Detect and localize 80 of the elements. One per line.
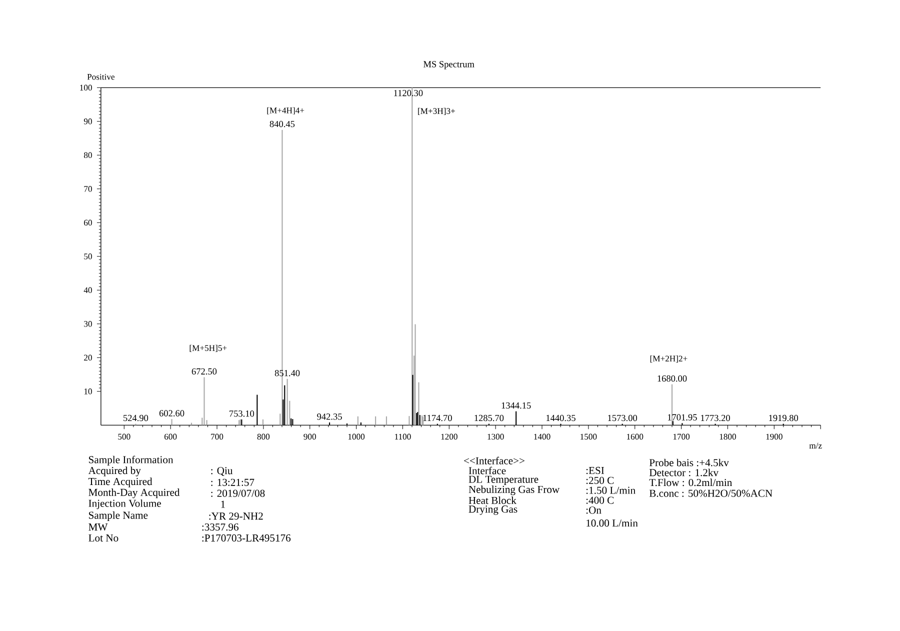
text: :400 C bbox=[586, 496, 614, 504]
annotation: [M+5H]5+ bbox=[190, 344, 227, 352]
text: :1.50 L/min bbox=[586, 486, 636, 494]
x-tick-label: 1100 bbox=[395, 434, 411, 440]
annotation: 753.10 bbox=[230, 410, 254, 417]
y-axis-title: Positive bbox=[87, 74, 114, 80]
x-tick-label: 1800 bbox=[720, 434, 736, 440]
y-tick-label: 80 bbox=[84, 152, 92, 158]
annotation: 1174.70 bbox=[423, 414, 452, 421]
x-tick-label: 1500 bbox=[580, 434, 597, 440]
text: Probe bais :+4.5kv bbox=[649, 458, 729, 466]
text: :3357.96 bbox=[202, 523, 238, 531]
x-tick-label: 1900 bbox=[766, 434, 782, 440]
text: :P170703-LR495176 bbox=[202, 534, 291, 542]
annotation: 1680.00 bbox=[658, 375, 687, 382]
x-tick-label: 500 bbox=[118, 434, 130, 440]
text: : 13:21:57 bbox=[211, 478, 254, 486]
annotation: 851.40 bbox=[274, 370, 300, 376]
x-tick-label: 1700 bbox=[673, 434, 690, 440]
text: : Qiu bbox=[211, 466, 233, 476]
text: Acquired by bbox=[88, 466, 141, 476]
text: :On bbox=[586, 506, 602, 514]
text: :ESI bbox=[586, 466, 604, 474]
annotation: [M+3H]3+ bbox=[418, 108, 455, 115]
y-tick-label: 50 bbox=[84, 253, 92, 260]
y-tick-label: 40 bbox=[84, 287, 92, 293]
text: :YR 29-NH2 bbox=[209, 512, 263, 520]
text: Time Acquired bbox=[88, 477, 152, 488]
annotation: 840.45 bbox=[270, 120, 295, 128]
text: Lot No bbox=[88, 534, 118, 542]
annotation: 1120.30 bbox=[394, 90, 423, 96]
y-tick-label: 30 bbox=[84, 320, 92, 327]
x-tick-label: 1000 bbox=[348, 434, 365, 440]
x-tick-label: 1300 bbox=[488, 434, 504, 440]
text: T.Flow : 0.2ml/min bbox=[649, 478, 732, 486]
annotation: 942.35 bbox=[317, 413, 342, 420]
y-tick-label: 70 bbox=[84, 186, 92, 192]
annotation: 1773.20 bbox=[701, 414, 730, 421]
text: 10.00 L/min bbox=[586, 519, 638, 527]
y-tick-label: 20 bbox=[84, 354, 92, 360]
text: Injection Volume bbox=[88, 499, 161, 509]
text: : 2019/07/08 bbox=[211, 490, 265, 497]
text: Sample Information bbox=[88, 456, 174, 466]
text: <<Interface>> bbox=[464, 456, 524, 464]
x-tick-label: 1200 bbox=[441, 434, 458, 440]
text: Nebulizing Gas Frow bbox=[468, 485, 560, 496]
y-tick-label: 90 bbox=[84, 118, 92, 124]
y-tick-label: 10 bbox=[84, 388, 92, 394]
x-tick-label: 600 bbox=[164, 434, 177, 440]
annotation: 524.90 bbox=[124, 414, 148, 421]
text: MW bbox=[88, 523, 108, 530]
text: DL Temperature bbox=[468, 476, 538, 485]
text: Month-Day Acquired bbox=[88, 488, 180, 498]
y-tick-label: 60 bbox=[84, 220, 92, 226]
text: B.conc : 50%H2O/50%ACN bbox=[649, 490, 772, 497]
x-tick-label: 800 bbox=[257, 434, 270, 440]
x-tick-label: 700 bbox=[211, 434, 224, 440]
chart-title: MS Spectrum bbox=[424, 60, 474, 70]
annotation: 1919.80 bbox=[769, 414, 798, 421]
text: Heat Block bbox=[468, 496, 516, 504]
text: Drying Gas bbox=[468, 505, 518, 515]
x-tick-label: 1400 bbox=[534, 434, 550, 440]
x-tick-label: 900 bbox=[304, 434, 316, 440]
annotation: 1285.70 bbox=[474, 414, 504, 421]
annotation: 1344.15 bbox=[502, 402, 531, 408]
text: 1 bbox=[221, 500, 225, 508]
text: :250 C bbox=[586, 476, 614, 484]
x-axis-title: m/z bbox=[809, 442, 822, 448]
y-tick-label: 100 bbox=[80, 84, 92, 90]
text: Detector : 1.2kv bbox=[649, 468, 719, 476]
x-tick-label: 1600 bbox=[627, 434, 644, 440]
annotation: [M+4H]4+ bbox=[267, 107, 304, 114]
annotation: [M+2H]2+ bbox=[650, 355, 688, 362]
text: Sample Name bbox=[88, 511, 148, 521]
annotation: 1701.95 bbox=[668, 414, 697, 420]
annotation: 1573.00 bbox=[608, 414, 638, 421]
annotation: 602.60 bbox=[159, 410, 184, 416]
text: Interface bbox=[468, 466, 506, 474]
annotation: 672.50 bbox=[192, 368, 217, 374]
annotation: 1440.35 bbox=[546, 414, 576, 421]
